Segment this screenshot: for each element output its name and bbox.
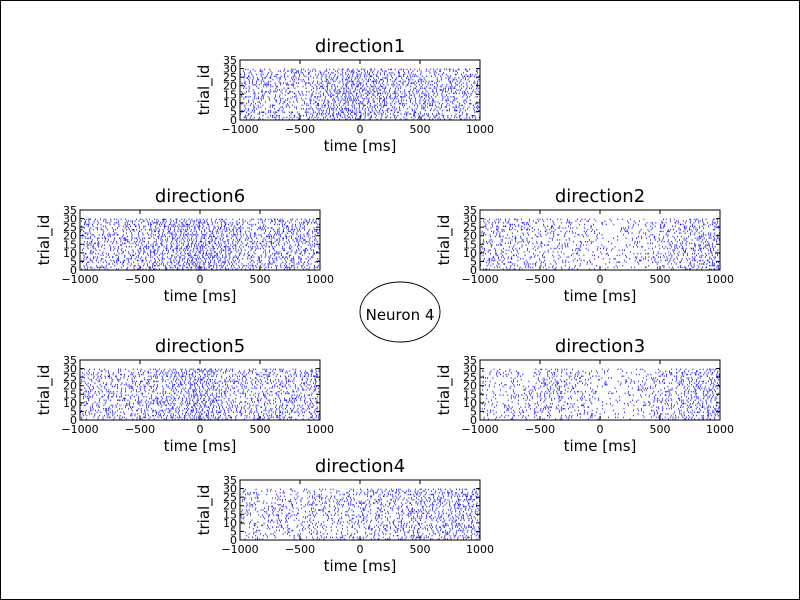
x-tick-label: −500 [285, 123, 315, 136]
y-tick-label: 15 [463, 238, 477, 251]
spike-raster [240, 488, 481, 540]
raster-panel-direction3: direction3−1000 −500 0 500 10000510152025303… [435, 336, 734, 455]
y-tick-label: 30 [463, 213, 477, 226]
panels: direction1−1000 −500 0 500 10000510152025303… [35, 36, 734, 575]
y-tick-label: 20 [463, 230, 477, 243]
y-tick-label: 0 [470, 264, 477, 277]
y-tick-label: 0 [470, 414, 477, 427]
y-tick-label: 20 [223, 80, 237, 93]
x-tick-label: 500 [650, 273, 671, 286]
x-axis-label: time [ms] [324, 137, 397, 155]
y-tick-label: 0 [230, 114, 237, 127]
panel-title: direction4 [315, 456, 405, 477]
x-tick-label: 500 [650, 423, 671, 436]
x-tick-label: 0 [597, 273, 604, 286]
y-tick-label: 10 [463, 247, 477, 260]
panel-title: direction2 [555, 186, 645, 207]
y-tick-label: 30 [463, 363, 477, 376]
y-tick-label: 15 [463, 388, 477, 401]
y-tick-label: 20 [463, 380, 477, 393]
y-tick-label: 10 [223, 97, 237, 110]
y-tick-label: 10 [463, 397, 477, 410]
y-tick-label: 35 [463, 204, 477, 217]
x-tick-label: 1000 [706, 423, 734, 436]
y-axis-label: trial_id [195, 65, 214, 116]
x-tick-label: −1000 [221, 123, 258, 136]
y-tick-label: 35 [223, 54, 237, 67]
x-tick-label: −500 [525, 273, 555, 286]
raster-panel-direction1: direction1−1000 −500 0 500 10000510152025303… [195, 36, 494, 155]
y-tick-label: 25 [223, 71, 237, 84]
x-tick-label: −500 [525, 423, 555, 436]
x-axis-label: time [ms] [564, 287, 637, 305]
y-tick-label: 30 [223, 63, 237, 76]
x-tick-label: 0 [597, 423, 604, 436]
panel-title: direction3 [555, 336, 645, 357]
x-tick-label: 0 [357, 123, 364, 136]
y-tick-label: 25 [463, 371, 477, 384]
x-axis-label: time [ms] [564, 437, 637, 455]
y-tick-label: 5 [470, 405, 477, 418]
y-axis-label: trial_id [435, 215, 454, 266]
y-tick-label: 15 [223, 88, 237, 101]
x-tick-label: −1000 [461, 273, 498, 286]
raster-panel-direction2: direction2−1000 −500 0 500 10000510152025303… [435, 186, 734, 305]
raster-panel-direction4: direction4−1000 −500 0 500 10000510152025303… [195, 456, 494, 575]
x-tick-label: 1000 [706, 273, 734, 286]
y-tick-label: 25 [463, 221, 477, 234]
y-tick-label: 35 [463, 354, 477, 367]
spike-raster [240, 68, 481, 120]
spike-raster [480, 218, 721, 270]
x-tick-label: 1000 [466, 123, 494, 136]
x-tick-label: −1000 [461, 423, 498, 436]
y-tick-label: 5 [470, 255, 477, 268]
y-tick-label: 5 [230, 105, 237, 118]
spike-raster [480, 368, 721, 420]
x-tick-label: 500 [410, 123, 431, 136]
panel-title: direction1 [315, 36, 405, 57]
y-axis-label: trial_id [435, 365, 454, 416]
